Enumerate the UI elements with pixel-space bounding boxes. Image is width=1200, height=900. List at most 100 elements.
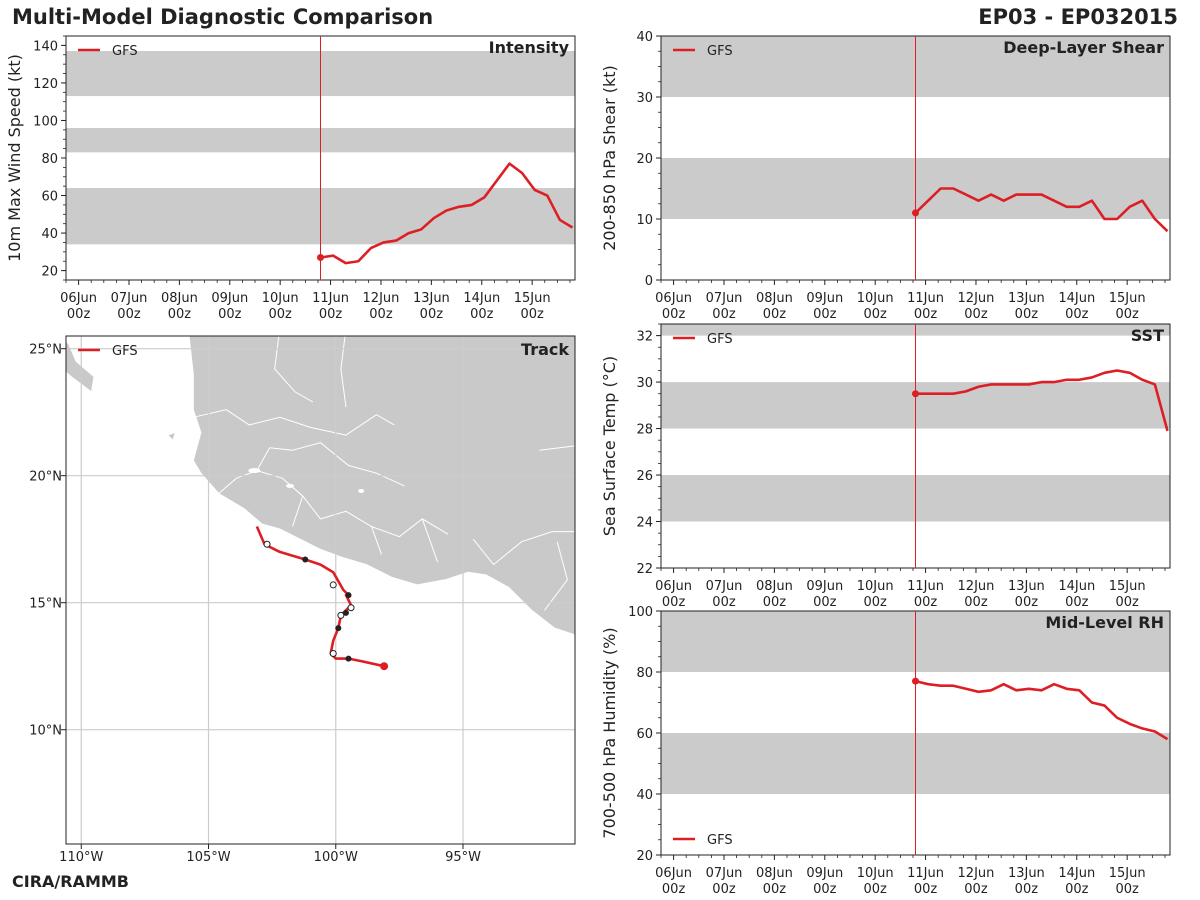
- intensity-ytick-label: 140: [33, 39, 58, 54]
- intensity-ytick-label: 60: [41, 190, 58, 205]
- sst-xtick-label: 12Jun: [958, 579, 995, 594]
- intensity-xtick-sublabel: 00z: [319, 307, 343, 322]
- lon-tick-label: 105°W: [186, 850, 230, 865]
- sst-xtick-sublabel: 00z: [1115, 595, 1139, 610]
- track-map-area: [66, 336, 575, 844]
- track-legend-label: GFS: [112, 344, 138, 359]
- rh-xtick-sublabel: 00z: [863, 882, 887, 897]
- intensity-xtick-label: 13Jun: [413, 291, 450, 306]
- lon-tick-label: 110°W: [59, 850, 103, 865]
- rh-title: Mid-Level RH: [1045, 613, 1164, 632]
- rh-ytick-label: 40: [636, 788, 653, 803]
- shear-xtick-label: 14Jun: [1058, 291, 1095, 306]
- state-border: [340, 336, 347, 408]
- sst-ytick-label: 28: [636, 423, 653, 438]
- sst-ytick-label: 24: [636, 516, 653, 531]
- sst-ytick-label: 22: [636, 562, 653, 577]
- intensity-xtick-sublabel: 00z: [369, 307, 393, 322]
- sst-xtick-sublabel: 00z: [964, 595, 988, 610]
- track-point-00z: [302, 556, 309, 563]
- rh-xtick-sublabel: 00z: [813, 882, 837, 897]
- shear-xtick-label: 08Jun: [756, 291, 793, 306]
- rh-ytick-label: 60: [636, 727, 653, 742]
- intensity-ylabel: 10m Max Wind Speed (kt): [5, 54, 24, 262]
- rh-xtick-sublabel: 00z: [763, 882, 787, 897]
- intensity-xtick-sublabel: 00z: [520, 307, 544, 322]
- shear-xtick-sublabel: 00z: [662, 307, 686, 322]
- shear-xtick-label: 13Jun: [1008, 291, 1045, 306]
- track-point-00z: [345, 592, 352, 599]
- lat-tick-label: 15°N: [29, 597, 62, 612]
- state-border: [218, 470, 449, 538]
- shear-ylabel: 200-850 hPa Shear (kt): [600, 65, 619, 251]
- sst-xtick-sublabel: 00z: [863, 595, 887, 610]
- intensity-xtick-label: 07Jun: [111, 291, 148, 306]
- sst-xtick-label: 10Jun: [857, 579, 894, 594]
- rh-ytick-label: 100: [628, 605, 653, 620]
- track-point-00z: [342, 609, 349, 616]
- sst-start-point: [912, 390, 919, 398]
- intensity-xtick-label: 09Jun: [211, 291, 248, 306]
- rh-ylabel: 700-500 hPa Humidity (%): [600, 627, 619, 838]
- lat-tick-label: 20°N: [29, 470, 62, 485]
- rh-xtick-sublabel: 00z: [712, 882, 736, 897]
- intensity-xtick-label: 15Jun: [514, 291, 551, 306]
- rh-xtick-sublabel: 00z: [914, 882, 938, 897]
- rh-xtick-label: 12Jun: [958, 866, 995, 881]
- rh-xtick-label: 09Jun: [806, 866, 843, 881]
- rh-series-gfs: [915, 679, 1169, 741]
- land-baja: [66, 341, 95, 393]
- sst-xtick-label: 09Jun: [806, 579, 843, 594]
- rh-start-point: [912, 677, 919, 685]
- rh-xtick-sublabel: 00z: [1015, 882, 1039, 897]
- rh-xtick-label: 07Jun: [706, 866, 743, 881]
- state-border: [539, 445, 575, 451]
- rh-xtick-sublabel: 00z: [964, 882, 988, 897]
- intensity-xtick-label: 06Jun: [60, 291, 97, 306]
- intensity-xtick-label: 14Jun: [463, 291, 500, 306]
- lat-tick-label: 10°N: [29, 724, 62, 739]
- sst-series-gfs: [915, 369, 1169, 432]
- state-border: [256, 442, 405, 487]
- rh-xtick-label: 08Jun: [756, 866, 793, 881]
- lake: [248, 468, 261, 474]
- shear-xtick-label: 09Jun: [806, 291, 843, 306]
- sst-xtick-label: 07Jun: [706, 579, 743, 594]
- track-point-12z: [263, 540, 271, 548]
- intensity-xtick-sublabel: 00z: [268, 307, 292, 322]
- shear-xtick-sublabel: 00z: [1015, 307, 1039, 322]
- intensity-title: Intensity: [489, 38, 570, 57]
- sst-xtick-label: 13Jun: [1008, 579, 1045, 594]
- intensity-legend-label: GFS: [112, 44, 138, 59]
- shear-xtick-label: 12Jun: [958, 291, 995, 306]
- intensity-xtick-sublabel: 00z: [470, 307, 494, 322]
- shear-xtick-label: 15Jun: [1109, 291, 1146, 306]
- intensity-xtick-sublabel: 00z: [218, 307, 242, 322]
- shear-ytick-label: 30: [636, 91, 653, 106]
- land-islands: [167, 431, 177, 441]
- shear-ytick-label: 10: [636, 213, 653, 228]
- intensity-xtick-label: 11Jun: [312, 291, 349, 306]
- intensity-xtick-label: 12Jun: [363, 291, 400, 306]
- intensity-ytick-label: 80: [41, 152, 58, 167]
- sst-ytick-label: 30: [636, 376, 653, 391]
- sst-xtick-label: 15Jun: [1109, 579, 1146, 594]
- shear-xtick-label: 11Jun: [907, 291, 944, 306]
- rh-xtick-label: 10Jun: [857, 866, 894, 881]
- state-border: [421, 518, 439, 563]
- intensity-ytick-label: 100: [33, 114, 58, 129]
- rh-xtick-label: 11Jun: [907, 866, 944, 881]
- rh-chart: 2040608010006Jun00z07Jun00z08Jun00z09Jun…: [600, 605, 1171, 897]
- sst-chart: 22242628303206Jun00z07Jun00z08Jun00z09Ju…: [600, 323, 1171, 610]
- sst-ytick-label: 26: [636, 469, 653, 484]
- sst-xtick-sublabel: 00z: [1065, 595, 1089, 610]
- sst-xtick-sublabel: 00z: [712, 595, 736, 610]
- rh-xtick-sublabel: 00z: [1115, 882, 1139, 897]
- intensity-chart: 2040608010012014006Jun00z07Jun00z08Jun00…: [5, 35, 576, 322]
- state-border: [544, 541, 568, 611]
- sst-xtick-sublabel: 00z: [1015, 595, 1039, 610]
- shear-chart: 01020304006Jun00z07Jun00z08Jun00z09Jun00…: [600, 30, 1171, 322]
- intensity-start-point: [317, 253, 324, 261]
- intensity-xtick-sublabel: 00z: [420, 307, 444, 322]
- track-point-12z: [329, 581, 337, 589]
